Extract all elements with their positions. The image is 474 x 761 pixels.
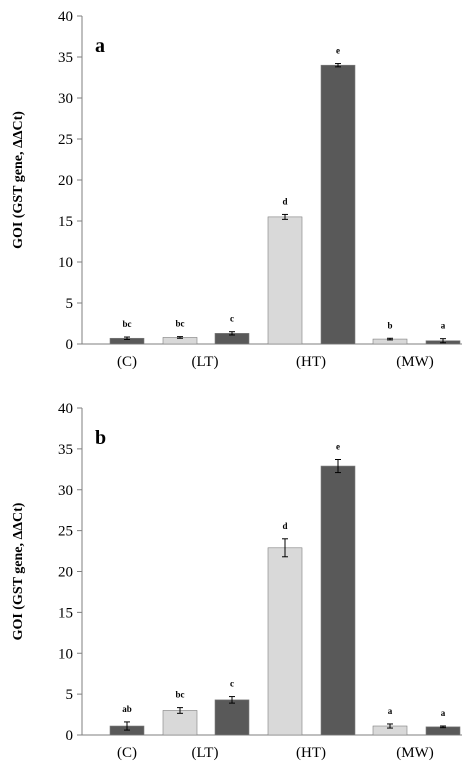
y-tick-label: 25 <box>58 524 73 540</box>
x-category-label: (LT) <box>192 745 219 761</box>
significance-letter: a <box>441 321 446 331</box>
significance-letter: c <box>230 679 234 689</box>
significance-letter: c <box>230 314 234 324</box>
x-category-label: (MW) <box>396 745 434 761</box>
x-category-label: (C) <box>117 354 137 370</box>
y-tick-label: 20 <box>58 173 73 189</box>
significance-letter: e <box>336 46 340 56</box>
bar <box>267 547 303 736</box>
y-tick-label: 15 <box>58 214 73 230</box>
y-tick-label: 0 <box>66 337 74 353</box>
panel-letter: b <box>95 427 106 449</box>
y-axis-label: GOI (GST gene, ΔΔCt) <box>11 502 26 640</box>
y-tick-label: 30 <box>58 483 73 499</box>
y-tick-label: 15 <box>58 605 73 621</box>
x-category-label: (LT) <box>192 354 219 370</box>
significance-letter: e <box>336 442 340 452</box>
panel-letter: a <box>95 35 105 57</box>
significance-letter: bc <box>176 690 185 700</box>
y-tick-label: 40 <box>58 9 73 25</box>
y-tick-label: 10 <box>58 255 73 271</box>
y-tick-label: 10 <box>58 646 73 662</box>
significance-letter: bc <box>176 319 185 329</box>
x-category-label: (HT) <box>296 745 326 761</box>
significance-letter: a <box>388 706 393 716</box>
x-category-label: (C) <box>117 745 137 761</box>
y-tick-label: 40 <box>58 401 73 417</box>
significance-letter: d <box>282 521 287 531</box>
y-tick-label: 30 <box>58 91 73 107</box>
significance-letter: a <box>441 708 446 718</box>
y-tick-label: 5 <box>66 296 74 312</box>
significance-letter: bc <box>123 319 132 329</box>
bar <box>320 64 356 345</box>
bar <box>214 699 250 736</box>
significance-letter: b <box>387 320 392 330</box>
y-axis-label: GOI (GST gene, ΔΔCt) <box>11 111 26 249</box>
y-tick-label: 35 <box>58 442 73 458</box>
x-category-label: (HT) <box>296 354 326 370</box>
bar <box>320 465 356 736</box>
bar <box>162 710 198 736</box>
panel-b-chart: 0 5 10 15 20 25 30 35 40 GOI (GST gene, ΔΔCt) b ab b… <box>11 401 462 761</box>
y-tick-label: 0 <box>66 728 74 744</box>
bar <box>267 216 303 345</box>
significance-letter: d <box>282 196 287 206</box>
x-category-label: (MW) <box>396 354 434 370</box>
y-tick-label: 5 <box>66 687 74 703</box>
y-tick-label: 35 <box>58 50 73 66</box>
y-tick-label: 20 <box>58 565 73 581</box>
y-tick-label: 25 <box>58 132 73 148</box>
significance-letter: ab <box>122 704 132 714</box>
